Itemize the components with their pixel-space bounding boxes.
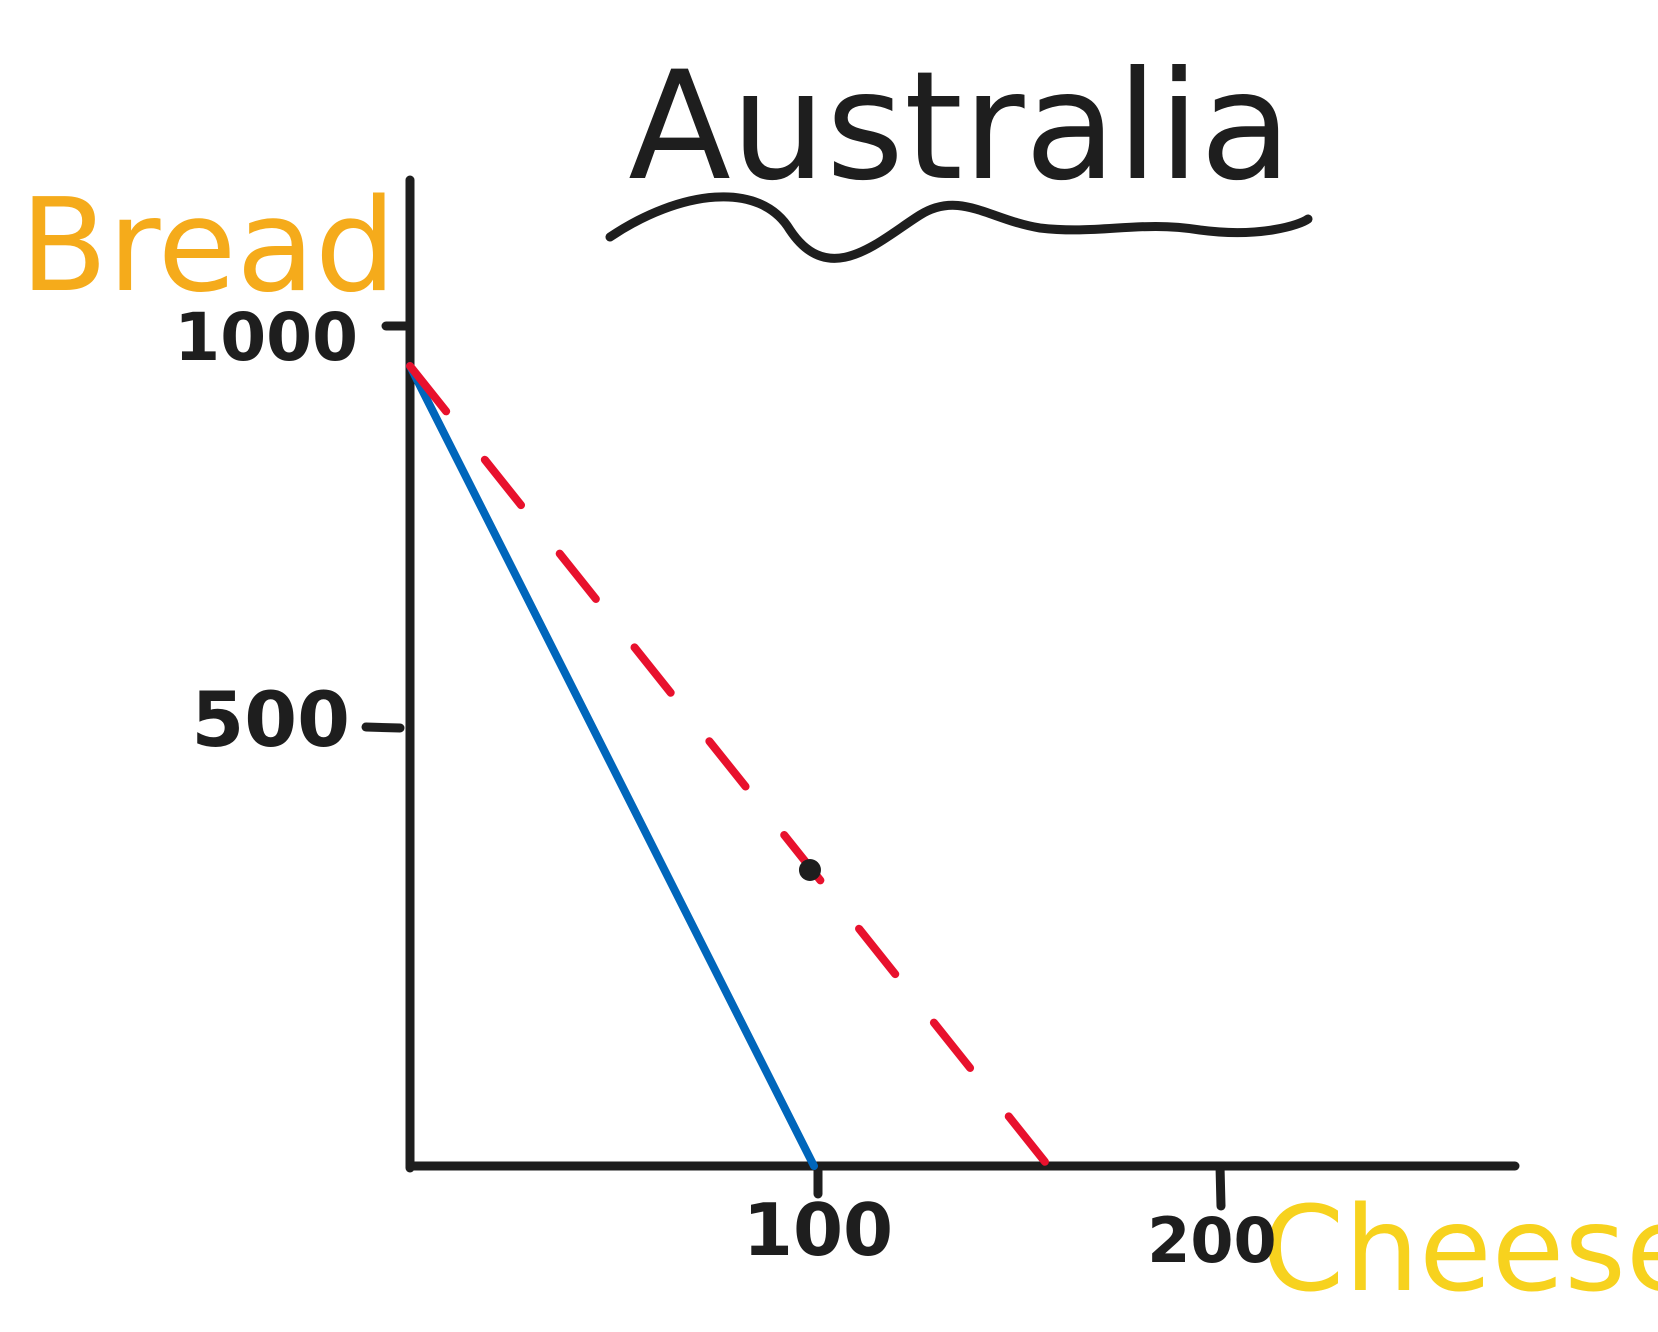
series-solid-line [406,362,818,1170]
data-point-marker [798,859,821,881]
x-tick-100: 100 [743,1161,893,1272]
title-underline [605,192,1313,263]
x-tick-200: 200 [1147,1161,1277,1277]
y-tick-label-1000: 1000 [174,299,358,376]
chart-title: Australia [628,40,1292,214]
series-dashed-line [406,362,1053,1170]
x-tick-label-100: 100 [743,1188,893,1272]
x-axis-title: Cheese [1262,1180,1658,1318]
y-tick-500: 500 [191,675,405,764]
y-tick-label-500: 500 [191,675,350,764]
x-tick-label-200: 200 [1147,1204,1276,1277]
y-tick-1000: 1000 [174,299,415,376]
y-axis-title: Bread [20,172,396,321]
